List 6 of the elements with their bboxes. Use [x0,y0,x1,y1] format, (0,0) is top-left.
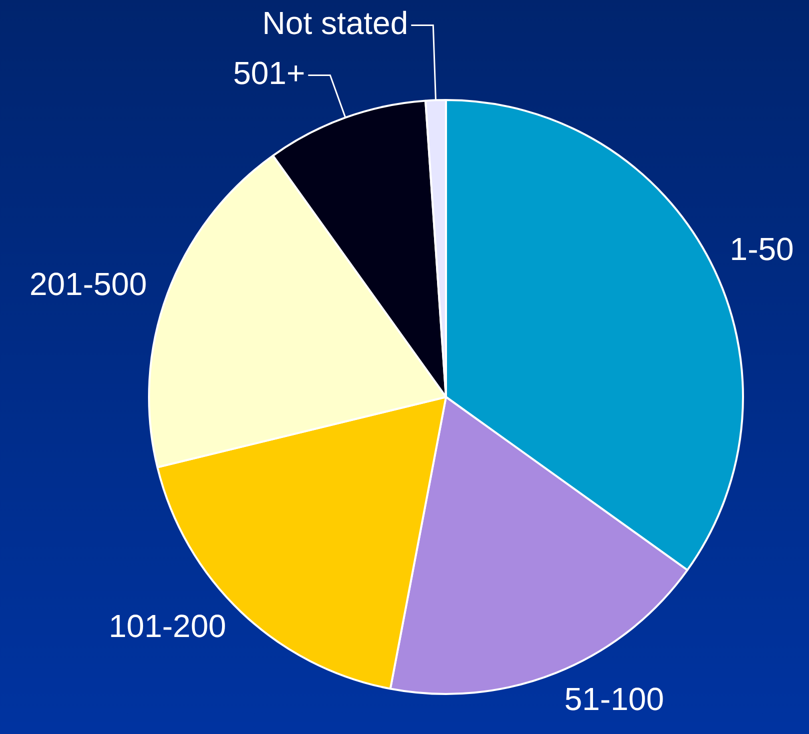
slice-label: 51-100 [564,681,664,718]
slice-label: 101-200 [108,608,226,644]
slice-label: Not stated [262,5,408,42]
slice-label: 501+ [233,55,306,92]
slice-label: 1-50 [730,231,794,268]
slice-label: 201-500 [29,266,147,302]
